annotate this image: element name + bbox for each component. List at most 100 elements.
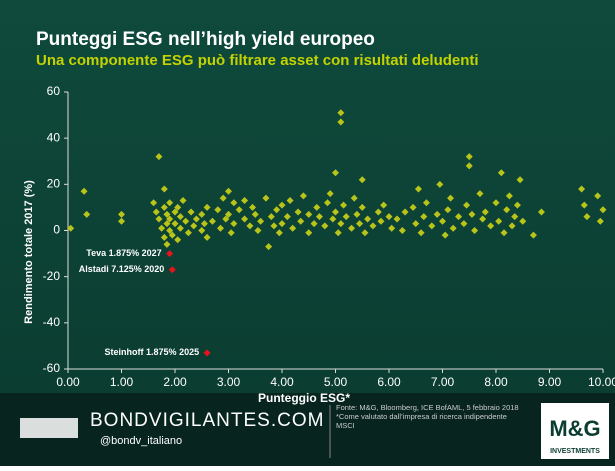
point: [163, 240, 171, 248]
point: [337, 109, 345, 117]
x-axis-title: Punteggio ESG*: [258, 391, 350, 405]
x-tick-label: 5.00: [324, 375, 348, 389]
point: [160, 203, 168, 211]
point: [275, 229, 283, 237]
point: [348, 224, 356, 232]
highlight-point: [203, 349, 211, 357]
x-tick-label: 1.00: [110, 375, 134, 389]
point: [519, 217, 527, 225]
point: [118, 210, 125, 218]
point: [465, 162, 473, 170]
x-tick-label: 8.00: [484, 375, 508, 389]
point: [596, 217, 604, 225]
point: [353, 210, 361, 218]
point: [262, 194, 270, 202]
point: [487, 222, 495, 230]
highlight-point: [166, 250, 174, 258]
point: [190, 222, 198, 230]
source: Fonte: M&G, Bloomberg, ICE BofAML, 5 feb…: [336, 403, 519, 430]
point: [305, 210, 313, 218]
point: [160, 233, 168, 241]
point: [187, 208, 195, 216]
point: [273, 206, 281, 214]
point: [358, 203, 366, 211]
highlight-point: [168, 266, 176, 274]
point: [495, 217, 503, 225]
point: [174, 236, 182, 244]
point: [340, 201, 348, 209]
point: [361, 229, 369, 237]
x-tick-label: 10.00: [588, 375, 615, 389]
point: [447, 194, 455, 202]
point: [433, 210, 441, 218]
point: [192, 215, 200, 223]
point: [441, 231, 449, 239]
point: [503, 206, 511, 214]
x-tick-label: 6.00: [377, 375, 401, 389]
point: [267, 213, 275, 221]
handle: @bondv_italiano: [100, 435, 182, 447]
point: [270, 222, 278, 230]
point: [401, 208, 409, 216]
y-tick-label: -40: [43, 315, 61, 329]
point: [449, 224, 457, 232]
point: [176, 224, 184, 232]
point: [278, 201, 286, 209]
point: [174, 203, 182, 211]
chart-subtitle: Una componente ESG può filtrare asset co…: [36, 52, 479, 69]
point: [374, 208, 382, 216]
x-tick-label: 0.00: [56, 375, 80, 389]
y-tick-label: -20: [43, 269, 61, 283]
point: [171, 220, 179, 228]
point: [332, 208, 339, 216]
point: [422, 199, 430, 207]
point: [216, 224, 224, 232]
x-tick-label: 2.00: [163, 375, 187, 389]
point: [583, 213, 591, 221]
point: [214, 206, 222, 214]
point: [398, 227, 406, 234]
point: [537, 208, 545, 216]
point: [283, 213, 291, 221]
point: [497, 169, 505, 177]
point: [198, 227, 206, 234]
y-tick-label: 60: [47, 84, 61, 98]
point: [203, 233, 211, 241]
point: [468, 210, 476, 218]
point: [155, 215, 163, 223]
x-tick-label: 9.00: [538, 375, 562, 389]
x-tick-label: 4.00: [270, 375, 294, 389]
highlight-label: Teva 1.875% 2027: [86, 248, 161, 258]
point: [369, 222, 377, 230]
point: [305, 229, 313, 237]
point: [249, 203, 257, 211]
point: [505, 192, 513, 200]
point: [350, 194, 358, 202]
y-tick-label: 20: [47, 177, 61, 191]
point: [241, 215, 249, 223]
point: [278, 220, 286, 228]
point: [166, 215, 174, 223]
point: [315, 213, 323, 221]
point: [265, 243, 273, 251]
point: [417, 229, 425, 237]
point: [171, 208, 179, 216]
point: [393, 215, 401, 223]
highlight-label: Alstadi 7.125% 2020: [79, 264, 165, 274]
point: [578, 185, 586, 193]
point: [230, 199, 238, 207]
point: [500, 229, 508, 237]
point: [356, 220, 364, 228]
point: [529, 231, 537, 239]
point: [227, 229, 235, 237]
point: [481, 208, 489, 216]
chart-title: Punteggi ESG nell’high yield europeo: [36, 29, 375, 50]
point: [286, 196, 294, 204]
point: [492, 199, 500, 207]
point: [67, 224, 75, 232]
point: [83, 210, 91, 218]
point: [176, 213, 184, 221]
point: [428, 222, 436, 230]
logo-bg: [541, 403, 609, 459]
